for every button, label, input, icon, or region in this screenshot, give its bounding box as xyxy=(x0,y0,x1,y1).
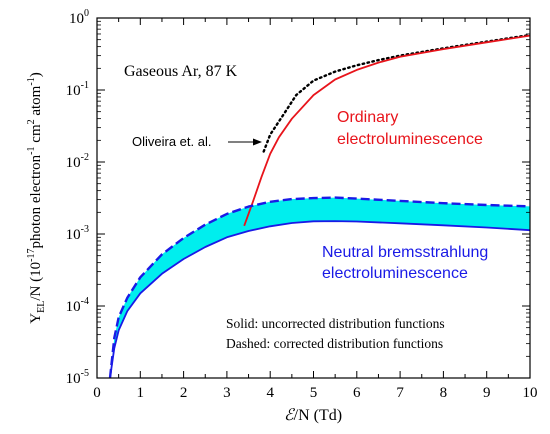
x-tick-label: 9 xyxy=(483,385,491,401)
condition-label: Gaseous Ar, 87 K xyxy=(124,63,238,80)
x-axis-label-symbol: ℰ xyxy=(284,407,296,424)
x-axis-label: ℰ/N (Td) xyxy=(284,407,342,424)
y-axis-label: YEL/N (10-17photon electron-1 cm2 atom-1… xyxy=(26,72,47,323)
series-line-nbrs_corrected xyxy=(108,196,530,378)
legend-note-dashed: Dashed: corrected distribution functions xyxy=(226,336,443,351)
x-tick-label: 10 xyxy=(523,385,538,401)
y-label-sub: EL xyxy=(36,301,47,313)
x-axis-label-text: /N (Td) xyxy=(294,407,342,424)
y-label-mid4: atom xyxy=(28,85,44,119)
y-tick-label: 10-5 xyxy=(66,368,89,387)
y-label-y: Y xyxy=(28,313,44,324)
series-line-ordinary xyxy=(243,34,530,227)
oliveira-label: Oliveira et. al. xyxy=(132,134,211,149)
nbrs-label-line1: Neutral bremsstrahlung xyxy=(322,244,488,261)
nbrs-label-line2: electroluminescence xyxy=(322,265,468,282)
legend-note-solid: Solid: uncorrected distribution function… xyxy=(226,316,445,331)
neutral-bremsstrahlung-band xyxy=(110,197,530,378)
y-tick-label: 10-1 xyxy=(66,80,89,99)
y-tick-label: 10-3 xyxy=(66,224,89,243)
y-label-mid2: photon electron xyxy=(28,154,44,248)
y-label-exp2: -1 xyxy=(26,146,37,154)
y-label-end: ) xyxy=(28,72,44,77)
x-tick-label: 5 xyxy=(310,385,318,401)
y-tick-label: 10-2 xyxy=(66,152,89,171)
y-tick-label: 100 xyxy=(69,8,89,27)
x-tick-label: 2 xyxy=(180,385,188,401)
x-tick-label: 7 xyxy=(396,385,404,401)
x-tick-label: 1 xyxy=(137,385,145,401)
oliveira-arrow-head xyxy=(253,138,262,146)
x-tick-label: 6 xyxy=(353,385,361,401)
series-line-nbrs_uncorrected xyxy=(109,220,530,378)
ordinary-label-line2: electroluminescence xyxy=(337,131,483,148)
ordinary-label-line1: Ordinary xyxy=(337,109,398,126)
y-tick-label: 10-4 xyxy=(66,296,89,315)
x-tick-label: 3 xyxy=(223,385,231,401)
y-label-exp1: -17 xyxy=(26,249,37,262)
x-tick-label: 4 xyxy=(266,385,274,401)
x-tick-label: 0 xyxy=(93,385,101,401)
y-label-mid: /N (10 xyxy=(28,262,44,301)
x-tick-label: 8 xyxy=(440,385,448,401)
y-label-mid3: cm xyxy=(28,124,44,146)
y-label-exp3: 2 xyxy=(26,119,37,124)
y-label-exp4: -1 xyxy=(26,77,37,85)
